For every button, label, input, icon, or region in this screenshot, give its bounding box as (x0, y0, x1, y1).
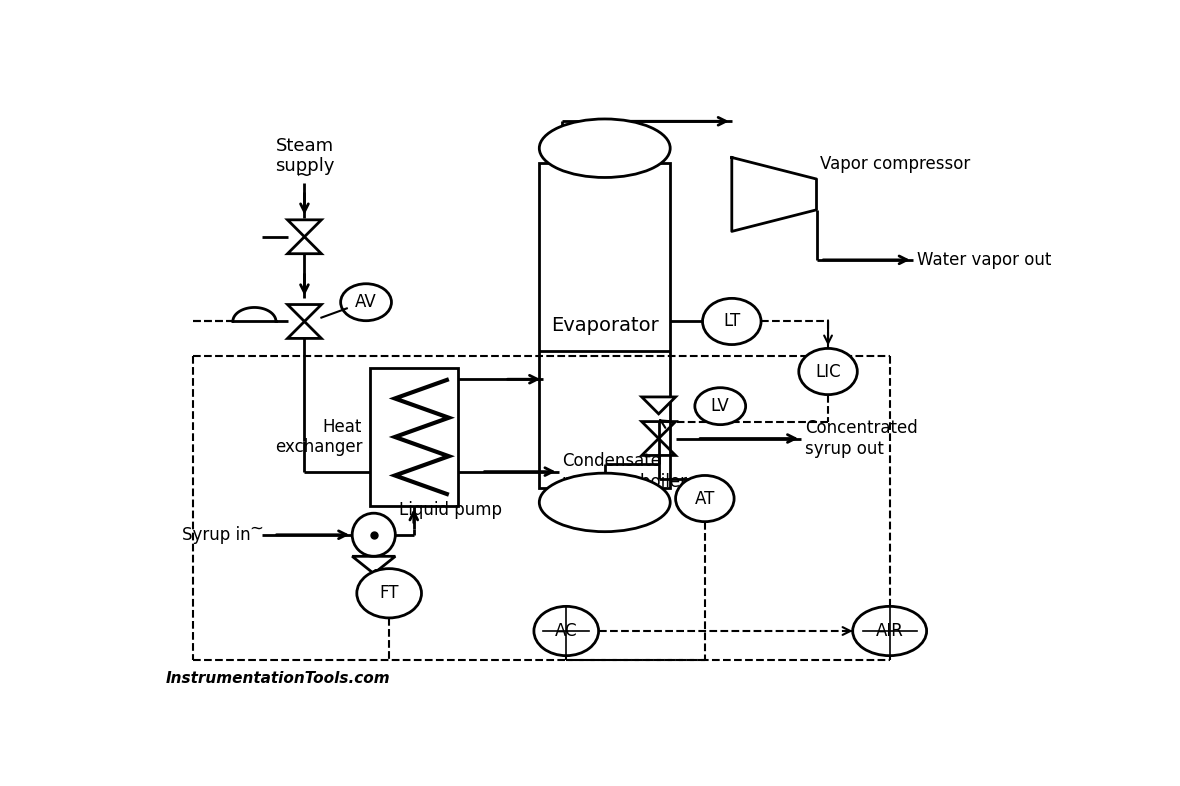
Text: LIC: LIC (815, 362, 841, 380)
Text: Vapor compressor: Vapor compressor (820, 155, 971, 173)
Polygon shape (732, 157, 817, 231)
Ellipse shape (533, 606, 598, 656)
Text: ~: ~ (250, 520, 263, 538)
Ellipse shape (341, 284, 392, 321)
Ellipse shape (702, 299, 761, 344)
Text: Condensate
return to boiler: Condensate return to boiler (563, 452, 688, 491)
Text: AC: AC (555, 622, 577, 640)
Text: ~: ~ (296, 166, 313, 185)
Ellipse shape (799, 348, 858, 395)
Text: FT: FT (380, 584, 399, 602)
Ellipse shape (676, 476, 734, 522)
Ellipse shape (539, 119, 670, 178)
Text: LV: LV (710, 397, 729, 415)
Ellipse shape (695, 387, 746, 424)
Text: InstrumentationTools.com: InstrumentationTools.com (166, 670, 391, 685)
Bar (369, 368, 459, 506)
Text: Heat
exchanger: Heat exchanger (275, 417, 362, 457)
Text: Concentrated
syrup out: Concentrated syrup out (805, 419, 918, 458)
Text: AT: AT (695, 490, 715, 508)
Text: LT: LT (723, 313, 740, 330)
Text: Steam
supply: Steam supply (275, 137, 334, 175)
Text: AIR: AIR (876, 622, 904, 640)
Text: Liquid pump: Liquid pump (399, 501, 503, 519)
Ellipse shape (356, 568, 421, 618)
Polygon shape (642, 397, 676, 414)
Text: AV: AV (355, 293, 376, 311)
Circle shape (352, 513, 395, 556)
Ellipse shape (853, 606, 926, 656)
Ellipse shape (539, 473, 670, 531)
Text: Syrup in: Syrup in (182, 526, 250, 544)
Text: Evaporator: Evaporator (551, 316, 658, 335)
Text: Water vapor out: Water vapor out (917, 251, 1051, 269)
Bar (539, 163, 670, 488)
